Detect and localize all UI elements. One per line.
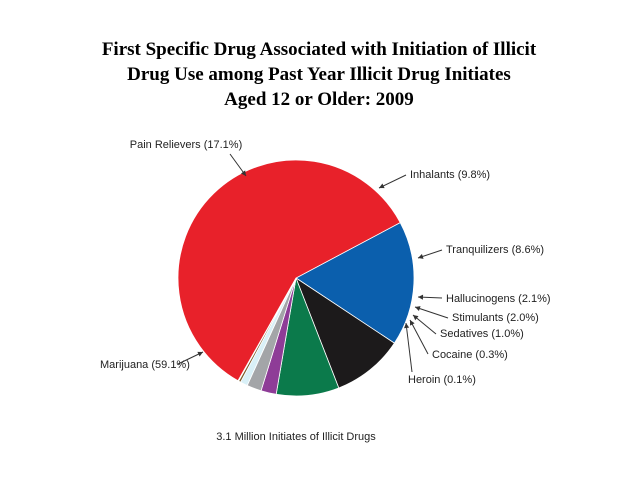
leader-arrow-sedatives bbox=[413, 315, 419, 321]
leader-arrow-cocaine bbox=[410, 320, 415, 326]
pie-slices bbox=[177, 159, 415, 397]
slice-label-inhalants: Inhalants (9.8%) bbox=[410, 169, 490, 181]
leader-arrow-inhalants bbox=[379, 183, 385, 189]
title-line-2: Drug Use among Past Year Illicit Drug In… bbox=[127, 64, 511, 85]
leader-line-heroin bbox=[405, 322, 413, 373]
slice-label-stimulants: Stimulants (2.0%) bbox=[452, 312, 539, 324]
leader-arrow-stimulants bbox=[415, 306, 421, 312]
leader-arrow-tranquilizers bbox=[418, 253, 424, 259]
pie-slice-marijuana bbox=[177, 159, 401, 382]
slice-label-pain-relievers: Pain Relievers (17.1%) bbox=[130, 139, 243, 151]
leader-arrow-hallucinogens bbox=[418, 294, 424, 300]
title-line-1: First Specific Drug Associated with Init… bbox=[101, 39, 537, 60]
pie-slice-inhalants bbox=[295, 276, 395, 389]
slice-label-marijuana: Marijuana (59.1%) bbox=[100, 359, 190, 371]
title-line-3: Aged 12 or Older: 2009 bbox=[224, 89, 414, 110]
leader-arrow-marijuana bbox=[197, 351, 203, 357]
leader-lines bbox=[177, 153, 449, 373]
slice-label-sedatives: Sedatives (1.0%) bbox=[440, 328, 524, 340]
slice-label-heroin: Heroin (0.1%) bbox=[408, 374, 476, 386]
slice-label-cocaine: Cocaine (0.3%) bbox=[432, 349, 508, 361]
pie-slice-pain-relievers bbox=[295, 222, 415, 344]
slice-label-tranquilizers: Tranquilizers (8.6%) bbox=[446, 244, 544, 256]
chart-title: First Specific Drug Associated with Init… bbox=[0, 37, 638, 112]
leader-line-cocaine bbox=[409, 319, 429, 355]
chart-caption: 3.1 Million Initiates of Illicit Drugs bbox=[216, 431, 376, 443]
leader-arrow-heroin bbox=[404, 323, 410, 329]
slice-label-hallucinogens: Hallucinogens (2.1%) bbox=[446, 293, 551, 305]
leader-line-stimulants bbox=[414, 306, 449, 319]
leader-arrow-pain-relievers bbox=[240, 170, 246, 176]
slice-labels: Pain Relievers (17.1%) Inhalants (9.8%) Tr… bbox=[100, 139, 551, 386]
